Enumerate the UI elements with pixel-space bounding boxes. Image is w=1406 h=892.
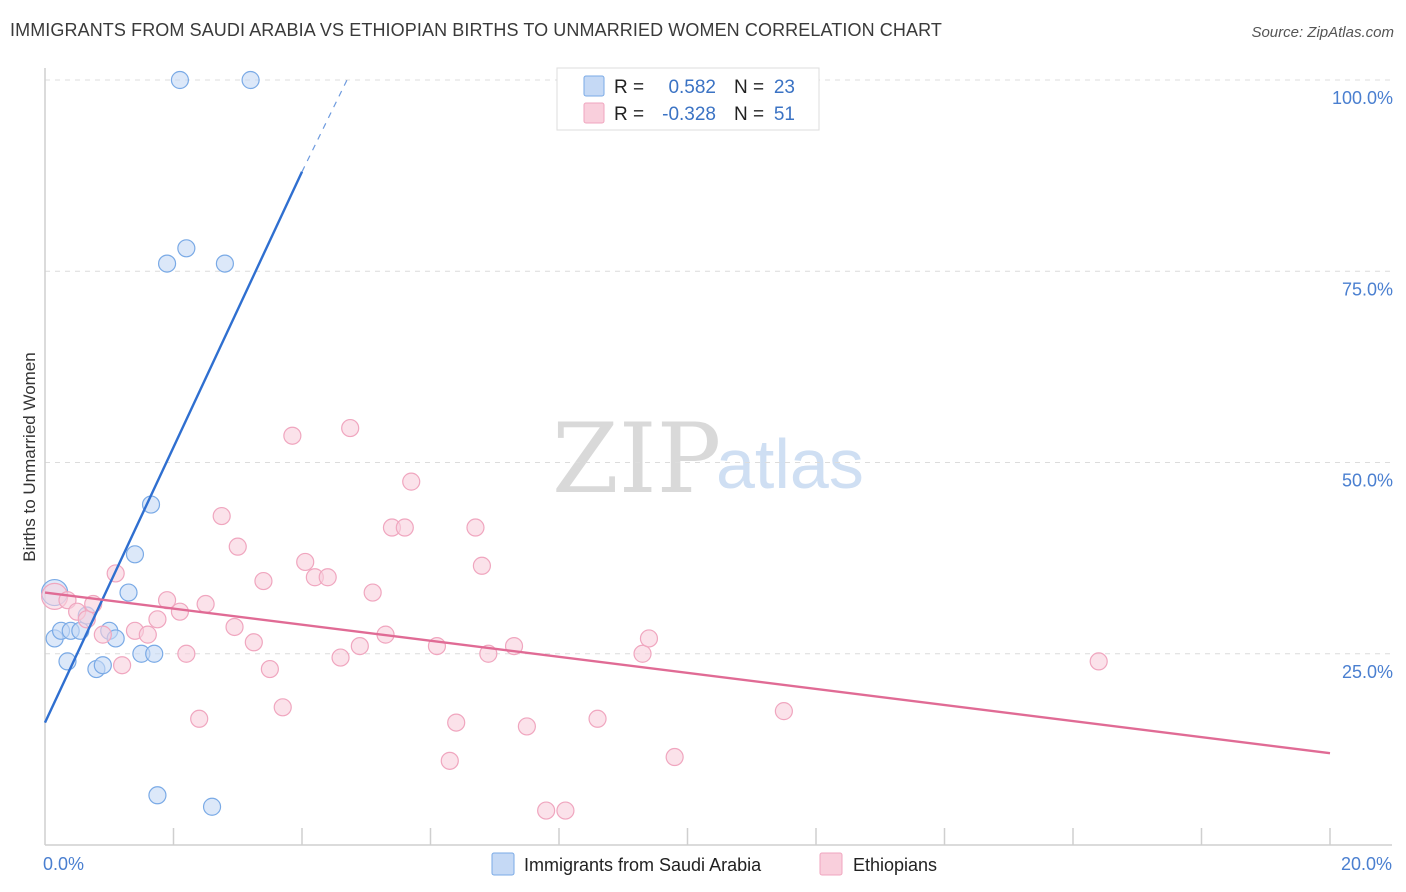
legend-n-value-2: 51 [774, 104, 795, 125]
ethiopian-point-9 [138, 625, 157, 644]
watermark-atlas: atlas [716, 425, 864, 503]
legend-r-value-2: -0.328 [662, 104, 716, 125]
ethiopian-point-7 [112, 656, 132, 675]
ethiopian-point-17 [225, 617, 244, 637]
x-tick-label-min: 0.0% [43, 854, 84, 874]
ethiopian-point-30 [363, 583, 382, 602]
axes [44, 68, 1392, 846]
ethiopian-point-15 [196, 594, 215, 614]
stats-legend: R = 0.582 N = 23 R = -0.328 N = 51 [556, 67, 820, 131]
saudi-point-19 [177, 239, 196, 258]
legend-r-label-2: R = [614, 104, 644, 125]
ethiopian-trend-line [44, 591, 1331, 755]
ethiopian-point-20 [254, 571, 273, 591]
ethiopian-point-33 [395, 518, 414, 537]
saudi-point-18 [170, 70, 190, 90]
ethiopian-point-12 [170, 602, 190, 621]
saudi-trend-line [43, 171, 304, 724]
series-legend-swatch-ethiopians [819, 852, 843, 876]
y-tick-label-75: 75.0% [1342, 279, 1393, 299]
x-tick-labels: 0.0% 20.0% [43, 854, 1392, 874]
legend-n-value-1: 23 [774, 77, 795, 98]
saudi-point-20 [202, 797, 222, 816]
saudi-point-16 [148, 786, 167, 805]
ethiopian-point-37 [447, 713, 466, 732]
ethiopian-point-47 [639, 629, 659, 648]
x-tick-label-max: 20.0% [1341, 854, 1392, 874]
series-legend-swatch-saudi [491, 852, 515, 876]
x-ticks [172, 828, 1331, 845]
saudi-point-21 [215, 254, 234, 273]
legend-n-label-2: N = [734, 104, 764, 125]
ethiopian-point-10 [148, 610, 167, 629]
ethiopian-point-26 [318, 568, 337, 587]
legend-r-value-1: 0.582 [668, 77, 716, 98]
ethiopian-point-34 [402, 472, 421, 491]
chart-source: Source: ZipAtlas.com [1251, 24, 1394, 41]
ethiopian-point-24 [296, 552, 315, 572]
ethiopian-point-49 [774, 702, 793, 721]
ethiopian-point-45 [588, 709, 607, 728]
ethiopian-point-28 [341, 418, 360, 438]
legend-n-label-1: N = [734, 77, 764, 98]
saudi-point-14 [145, 644, 164, 663]
saudi-point-22 [241, 70, 260, 90]
series-legend-label-saudi: Immigrants from Saudi Arabia [524, 855, 762, 875]
ethiopian-point-23 [283, 426, 302, 445]
ethiopian-point-39 [472, 556, 491, 575]
saudi-point-17 [157, 254, 177, 273]
ethiopian-point-48 [665, 747, 684, 767]
ethiopian-point-14 [190, 709, 209, 728]
watermark: ZIP atlas [552, 403, 864, 515]
ethiopian-point-5 [93, 625, 112, 644]
y-tick-label-50: 50.0% [1342, 471, 1393, 491]
ethiopian-point-27 [331, 648, 350, 667]
legend-r-label-1: R = [614, 77, 644, 98]
y-tick-label-100: 100.0% [1332, 88, 1393, 108]
saudi-point-12 [125, 545, 145, 564]
chart-title: IMMIGRANTS FROM SAUDI ARABIA VS ETHIOPIA… [10, 20, 942, 40]
saudi-point-11 [119, 583, 138, 602]
ethiopian-point-22 [273, 698, 292, 717]
y-tick-label-25: 25.0% [1342, 662, 1393, 682]
ethiopian-point-16 [212, 506, 231, 526]
ethiopian-point-50 [1089, 652, 1108, 671]
ethiopian-point-21 [260, 659, 279, 679]
ethiopian-point-43 [537, 801, 556, 820]
ethiopian-point-46 [633, 644, 652, 663]
series-legend-label-ethiopians: Ethiopians [853, 855, 937, 875]
saudi-trend-extension [301, 79, 348, 173]
legend-swatch-pink [583, 102, 605, 124]
ethiopian-point-29 [350, 636, 369, 656]
series-legend: Immigrants from Saudi Arabia Ethiopians [491, 852, 937, 876]
ethiopian-point-36 [440, 751, 459, 770]
y-axis-label: Births to Unmarried Women [20, 352, 39, 561]
ethiopian-point-44 [556, 801, 575, 820]
ethiopian-point-42 [517, 717, 536, 736]
saudi-point-8 [93, 656, 112, 675]
trend-lines [43, 79, 1331, 755]
legend-swatch-blue [583, 75, 605, 97]
watermark-zip: ZIP [552, 403, 721, 515]
ethiopian-point-18 [228, 537, 247, 556]
y-tick-labels: 25.0% 50.0% 75.0% 100.0% [1332, 88, 1393, 682]
ethiopian-point-13 [177, 644, 196, 663]
ethiopian-point-38 [466, 518, 485, 537]
ethiopian-point-19 [244, 633, 263, 652]
gridlines [45, 79, 1392, 655]
